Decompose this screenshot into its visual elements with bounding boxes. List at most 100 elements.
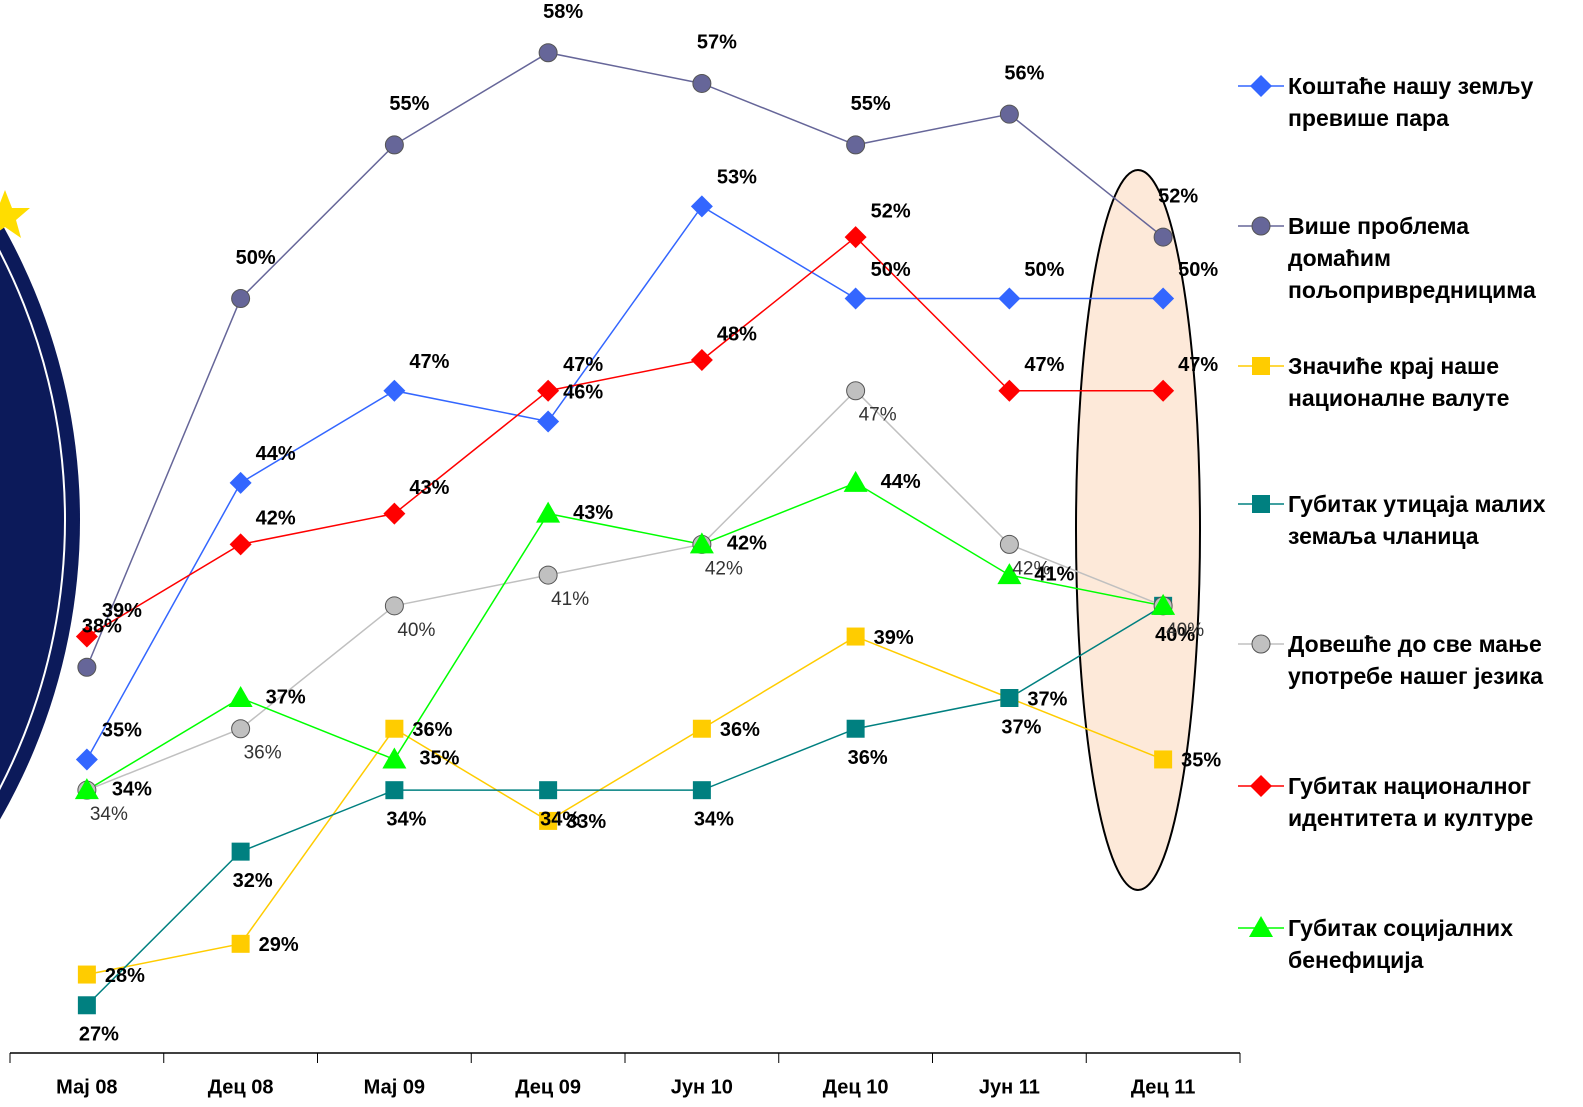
series-line xyxy=(86,51,1164,668)
data-label: 37% xyxy=(1027,688,1067,710)
data-label: 50% xyxy=(236,247,276,269)
point xyxy=(998,379,1021,402)
data-label: 57% xyxy=(697,32,737,54)
data-label: 42% xyxy=(256,508,296,530)
point xyxy=(384,135,404,155)
point xyxy=(846,719,865,738)
point xyxy=(383,502,406,525)
series-line xyxy=(86,482,1164,791)
legend-item: Коштаће нашу земљу превише пара xyxy=(1236,70,1563,134)
highlight-ellipse xyxy=(1075,169,1201,891)
point xyxy=(536,501,561,523)
point xyxy=(74,778,99,800)
data-label: 58% xyxy=(543,1,583,23)
legend-label: Више проблема домаћим пољопривредницима xyxy=(1288,213,1536,303)
point xyxy=(999,104,1019,124)
data-label: 56% xyxy=(1004,62,1044,84)
point xyxy=(846,381,866,401)
x-tick-label: Мај 09 xyxy=(364,1076,425,1098)
data-label: 42% xyxy=(705,558,743,579)
data-label: 39% xyxy=(874,627,914,649)
data-label: 38% xyxy=(82,616,122,638)
x-tick-label: Мај 08 xyxy=(56,1076,117,1098)
data-label: 33% xyxy=(566,811,606,833)
x-tick-label: Дец 09 xyxy=(515,1076,581,1098)
point xyxy=(537,410,560,433)
point xyxy=(382,747,407,769)
legend-swatch xyxy=(1238,357,1284,375)
legend-swatch xyxy=(1238,216,1284,236)
point xyxy=(231,842,250,861)
legend-marker xyxy=(1252,357,1270,375)
data-label: 35% xyxy=(1181,750,1221,772)
data-label: 50% xyxy=(871,259,911,281)
point xyxy=(846,135,866,155)
data-label: 34% xyxy=(540,808,580,830)
background-arc xyxy=(0,220,80,820)
point xyxy=(231,289,251,309)
point xyxy=(1153,227,1173,247)
data-label: 37% xyxy=(266,686,306,708)
legend-marker xyxy=(1251,634,1271,654)
point xyxy=(844,287,867,310)
legend-item: Значиће крај наше националне валуте xyxy=(1236,350,1563,414)
point xyxy=(228,686,253,707)
point xyxy=(692,73,712,93)
data-label: 34% xyxy=(386,808,426,830)
star xyxy=(0,190,30,238)
data-label: 40% xyxy=(397,620,435,641)
legend-label: Губитак социјалних бенефиција xyxy=(1288,915,1513,973)
legend-marker xyxy=(1249,916,1273,937)
data-label: 34% xyxy=(112,778,152,800)
data-label: 53% xyxy=(717,167,757,189)
point xyxy=(538,43,558,63)
point xyxy=(843,470,868,492)
legend-label: Губитак утицаја малих земаља чланица xyxy=(1288,491,1546,549)
x-tick-label: Дец 08 xyxy=(208,1076,274,1098)
point xyxy=(383,379,406,402)
point xyxy=(692,719,711,738)
point xyxy=(690,195,713,218)
data-label: 32% xyxy=(233,870,273,892)
point xyxy=(1152,287,1175,310)
point xyxy=(846,627,865,646)
data-label: 34% xyxy=(694,808,734,830)
point xyxy=(1152,379,1175,402)
legend-label: Губитак националног идентитета и културе xyxy=(1288,773,1534,831)
legend-item: Више проблема домаћим пољопривредницима xyxy=(1236,210,1563,306)
point xyxy=(997,563,1022,585)
legend-swatch xyxy=(1238,75,1284,97)
data-label: 48% xyxy=(717,323,757,345)
point xyxy=(231,719,251,739)
point xyxy=(539,781,558,800)
point xyxy=(385,719,404,738)
data-label: 42% xyxy=(727,533,767,555)
point xyxy=(231,934,250,953)
data-label: 35% xyxy=(102,720,142,742)
legend-marker xyxy=(1250,775,1272,797)
data-label: 50% xyxy=(1024,259,1064,281)
data-label: 55% xyxy=(851,93,891,115)
point xyxy=(77,965,96,984)
legend-marker xyxy=(1251,216,1271,236)
data-label: 55% xyxy=(389,93,429,115)
series-line xyxy=(86,605,1164,1006)
point xyxy=(1151,593,1176,615)
data-label: 36% xyxy=(244,743,282,764)
point xyxy=(844,226,867,249)
point xyxy=(537,379,560,402)
point xyxy=(1154,750,1173,769)
x-tick-label: Дец 11 xyxy=(1131,1076,1196,1098)
data-label: 39% xyxy=(102,600,142,622)
point xyxy=(75,748,98,771)
point xyxy=(539,811,558,830)
data-label: 40% xyxy=(1166,620,1204,641)
point xyxy=(689,532,714,554)
x-tick-label: Јун 11 xyxy=(979,1076,1040,1098)
legend-item: Губитак националног идентитета и културе xyxy=(1236,770,1563,834)
point xyxy=(690,349,713,371)
point xyxy=(77,996,96,1015)
data-label: 42% xyxy=(1012,558,1050,579)
data-label: 47% xyxy=(563,354,603,376)
